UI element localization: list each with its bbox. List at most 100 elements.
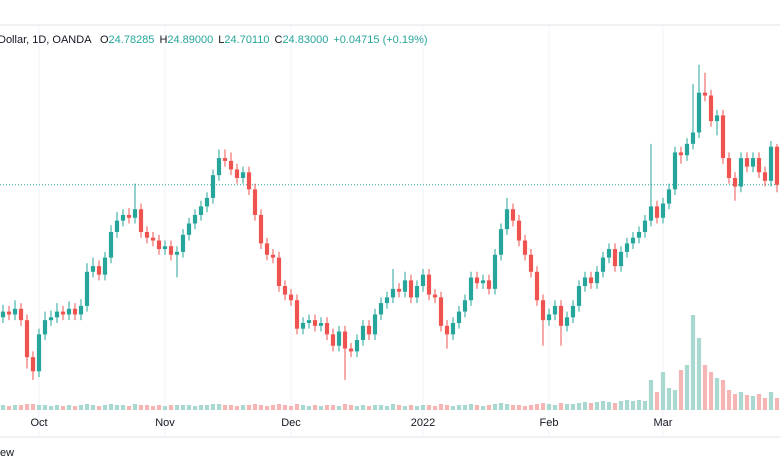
volume-bar (612, 403, 618, 410)
volume-bar (510, 405, 516, 410)
candle-body (528, 254, 534, 272)
volume-bar (120, 405, 126, 410)
volume-bar (420, 405, 426, 410)
volume-bar (360, 405, 366, 410)
volume-bar (342, 404, 348, 410)
volume-bar (540, 403, 546, 410)
candle-body (702, 92, 708, 96)
candle-body (414, 286, 420, 298)
candle-body (504, 209, 510, 230)
candle-body (246, 172, 252, 190)
volume-bar (366, 406, 372, 410)
candle-body (726, 158, 732, 178)
volume-bar (138, 405, 144, 410)
candle-body (234, 169, 240, 178)
volume-bar (474, 405, 480, 410)
volume-bar (654, 392, 660, 410)
volume-bar (180, 405, 186, 410)
candle-body (162, 246, 168, 250)
volume-bar (90, 405, 96, 410)
candle-body (18, 308, 24, 321)
volume-bar (750, 396, 756, 410)
candle-body (90, 266, 96, 272)
candle-body (708, 95, 714, 122)
volume-bar (354, 406, 360, 410)
volume-bar (78, 405, 84, 410)
footer: ew (0, 447, 14, 459)
volume-bar (630, 401, 636, 410)
candle-body (774, 146, 780, 185)
candle-body (180, 234, 186, 252)
volume-bar (270, 405, 276, 410)
volume-bar (702, 365, 708, 410)
x-tick-label: Feb (540, 417, 559, 429)
volume-bar (348, 405, 354, 410)
candle-body (354, 340, 360, 352)
candle-body (630, 237, 636, 244)
candle-body (588, 277, 594, 284)
volume-bar (336, 406, 342, 410)
volume-bar (600, 401, 606, 410)
candle-body (534, 271, 540, 301)
candle-body (366, 325, 372, 335)
candle-body (330, 334, 336, 346)
candle-body (570, 305, 576, 318)
candle-body (498, 229, 504, 255)
candle-body (12, 308, 18, 315)
volume-bar (726, 390, 732, 410)
candle-body (444, 325, 450, 335)
candle-body (24, 320, 30, 358)
candle-body (732, 177, 738, 187)
volume-bar (714, 378, 720, 410)
candle-body (348, 348, 354, 352)
legend-key: C (274, 34, 282, 46)
volume-pane (0, 315, 780, 410)
volume-bar (240, 405, 246, 410)
volume-bar (330, 405, 336, 410)
candle-body (612, 249, 618, 267)
candle-body (606, 249, 612, 258)
volume-bar (684, 365, 690, 410)
volume-bar (408, 405, 414, 410)
candle-body (192, 214, 198, 224)
volume-bar (666, 388, 672, 410)
volume-bar (396, 405, 402, 410)
volume-bar (246, 405, 252, 410)
volume-bar (756, 394, 762, 410)
volume-bar (492, 404, 498, 410)
x-tick-label: Mar (654, 417, 673, 429)
volume-bar (18, 405, 24, 410)
volume-bar (414, 406, 420, 410)
candle-body (642, 220, 648, 233)
volume-bar (126, 406, 132, 410)
volume-bar (732, 394, 738, 410)
candle-body (42, 320, 48, 335)
candle-body (48, 317, 54, 321)
x-tick-label: Oct (30, 417, 47, 429)
volume-bar (150, 406, 156, 410)
candle-body (0, 311, 6, 318)
volume-bar (588, 403, 594, 410)
volume-bar (390, 404, 396, 410)
candle-body (204, 197, 210, 207)
volume-bar (42, 405, 48, 410)
candle-body (384, 297, 390, 304)
candle-body (336, 331, 342, 346)
volume-bar (6, 406, 12, 410)
candle-body (258, 214, 264, 244)
candle-body (408, 280, 414, 298)
volume-bar (258, 405, 264, 410)
volume-bar (774, 398, 780, 410)
volume-bar (456, 405, 462, 410)
candle-body (750, 158, 756, 167)
volume-bar (156, 405, 162, 410)
volume-bar (522, 406, 528, 410)
candle-body (108, 232, 114, 258)
candle-body (666, 189, 672, 204)
volume-bar (570, 404, 576, 410)
volume-bar (528, 405, 534, 410)
candle-body (402, 280, 408, 292)
volume-bar (660, 372, 666, 410)
legend-value: 24.70110 (224, 34, 269, 46)
volume-bar (690, 315, 696, 410)
